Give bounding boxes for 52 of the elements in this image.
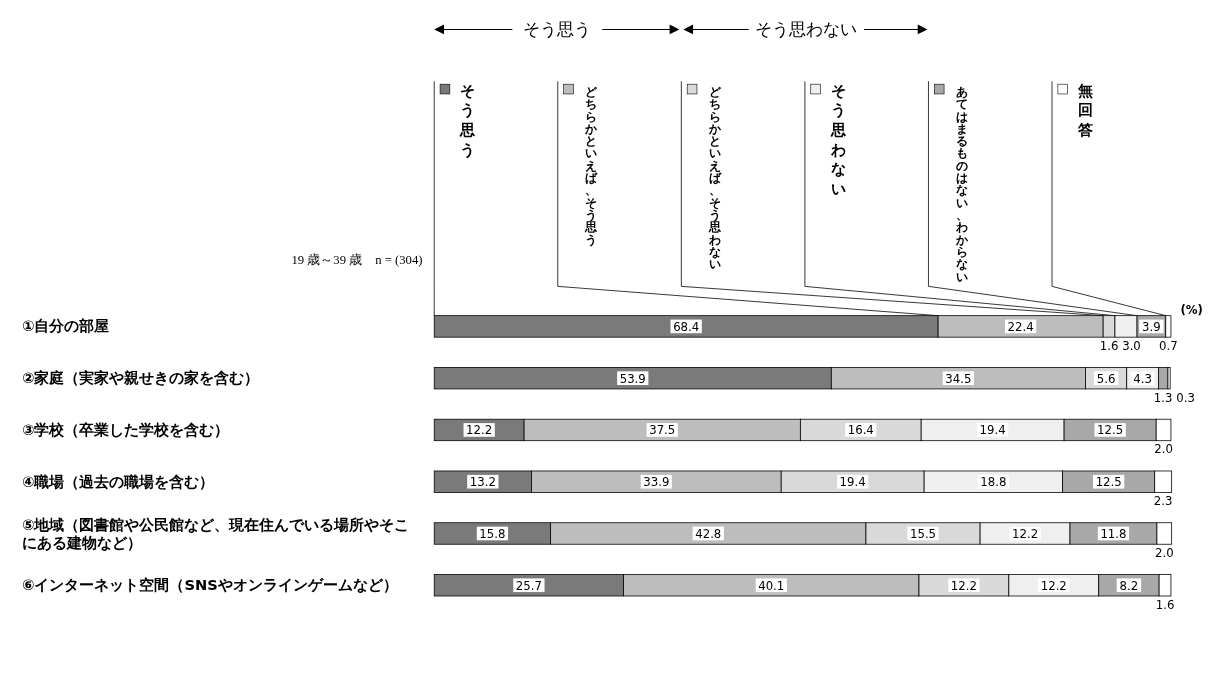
data-label: 12.2 xyxy=(950,578,977,593)
data-label: 12.2 xyxy=(466,423,493,438)
y-tick-label: ①自分の部屋 xyxy=(22,317,110,335)
text: (%) xyxy=(1180,302,1203,317)
y-tick-label: ④職場（過去の職場を含む） xyxy=(22,472,215,490)
data-label: 1.6 xyxy=(1155,597,1175,612)
data-label: 3.0 xyxy=(1122,338,1141,353)
y-tick-label: ⑤地域（図書館や公民館など、現在住んでいる場所やそこにある建物など） xyxy=(22,515,410,552)
data-label: 12.5 xyxy=(1095,475,1122,490)
data-label: 25.7 xyxy=(515,578,542,593)
data-label: 3.9 xyxy=(1142,319,1161,334)
data-label: 15.5 xyxy=(909,526,937,541)
data-label: 5.6 xyxy=(1096,371,1116,386)
data-label: 68.4 xyxy=(673,319,700,334)
data-label: 0.3 xyxy=(1176,390,1195,405)
data-label: 2.0 xyxy=(1154,442,1173,457)
data-label: 53.9 xyxy=(619,371,646,386)
data-label: 8.2 xyxy=(1119,578,1139,593)
data-label: 12.2 xyxy=(1012,526,1039,541)
data-label: 15.8 xyxy=(479,526,506,541)
text: 19 歳～39 歳 n = (304) xyxy=(291,252,423,267)
data-label: 2.3 xyxy=(1153,494,1173,509)
data-label: 18.8 xyxy=(980,475,1007,490)
data-label: 12.5 xyxy=(1097,423,1124,438)
data-label: 16.4 xyxy=(847,423,874,438)
data-label: 0.7 xyxy=(1159,338,1178,353)
data-label: 34.5 xyxy=(945,371,972,386)
text: どちらかといえば、そう思う xyxy=(584,84,597,247)
data-label: 4.3 xyxy=(1133,371,1152,386)
data-label: 11.8 xyxy=(1100,526,1127,541)
data-label: 19.4 xyxy=(979,423,1006,438)
data-label: 33.9 xyxy=(643,475,670,490)
data-label: 1.3 xyxy=(1153,390,1173,405)
text: あてはまるものはない、わからない xyxy=(955,84,968,284)
y-tick-label: ②家庭（実家や親せきの家を含む） xyxy=(22,369,260,387)
data-label: 2.0 xyxy=(1154,545,1174,560)
text: そう思う xyxy=(523,20,592,40)
data-label: 12.2 xyxy=(1040,578,1067,593)
legend-label: 無回答 xyxy=(1076,81,1093,138)
legend-label: そう思う xyxy=(458,81,475,159)
data-label: 19.4 xyxy=(839,475,866,490)
data-label: 37.5 xyxy=(649,423,676,438)
data-label: 42.8 xyxy=(695,526,722,541)
data-label: 22.4 xyxy=(1007,319,1034,334)
data-label: 40.1 xyxy=(758,578,785,593)
text: そう思わない xyxy=(755,20,858,40)
y-tick-label: ③学校（卒業した学校を含む） xyxy=(22,420,230,438)
text: どちらかといえば、そう思わない xyxy=(708,84,721,272)
y-tick-label: ⑥インターネット空間（SNSやオンラインゲームなど） xyxy=(22,576,398,594)
data-label: 13.2 xyxy=(469,475,496,490)
legend-label: そう思わない xyxy=(829,81,846,197)
data-label: 1.6 xyxy=(1099,338,1119,353)
